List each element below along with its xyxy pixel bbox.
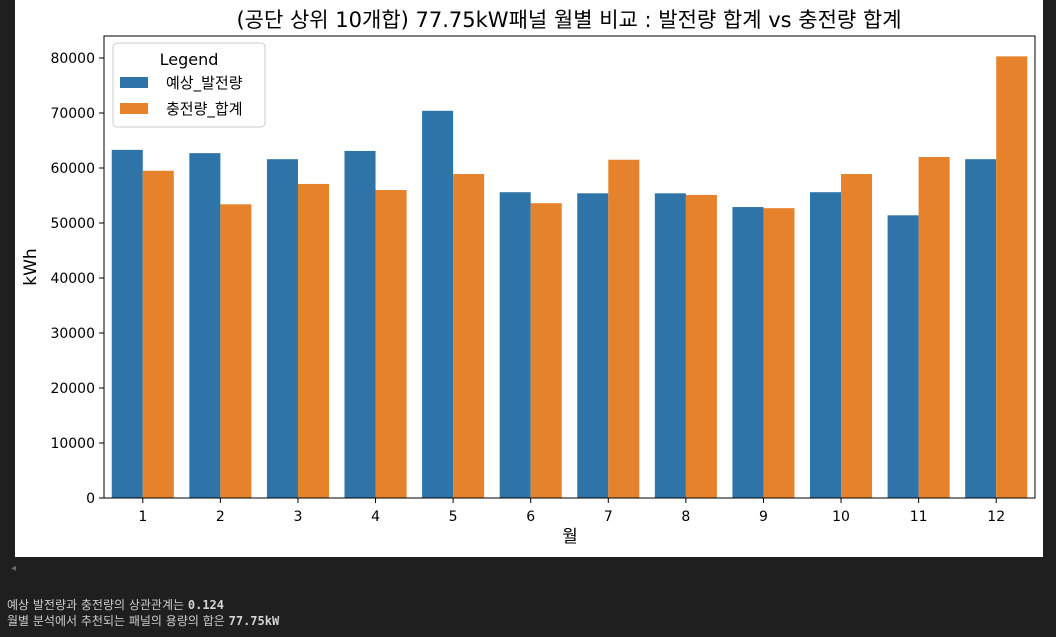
y-tick-label: 30000 <box>50 326 95 342</box>
bar-series1-cat-10 <box>810 192 842 498</box>
legend-box <box>112 42 266 128</box>
legend-title: Legend <box>160 50 219 69</box>
legend-label: 예상_발전량 <box>166 74 243 93</box>
bar-series2-cat-7 <box>608 159 640 498</box>
y-tick-label: 40000 <box>50 271 95 287</box>
output-line-correlation-text: 예상 발전량과 충전량의 상관관계는 <box>7 598 185 612</box>
bar-series1-cat-6 <box>499 192 531 498</box>
y-tick-label: 70000 <box>50 106 95 122</box>
bar-chart: (공단 상위 10개합) 77.75kW패널 월별 비교 : 발전량 합계 vs… <box>21 8 1036 547</box>
legend-swatch <box>120 103 148 114</box>
bar-series1-cat-5 <box>422 110 454 499</box>
x-axis-label: 월 <box>562 527 578 547</box>
output-line-correlation: 예상 발전량과 충전량의 상관관계는 0.124 <box>7 597 279 613</box>
x-tick-label: 7 <box>604 509 613 525</box>
bar-series1-cat-1 <box>111 149 143 498</box>
bar-series1-cat-4 <box>344 150 376 498</box>
bar-series1-cat-8 <box>654 193 686 499</box>
bar-series2-cat-2 <box>220 204 252 499</box>
y-axis-label: kWh <box>21 248 41 285</box>
x-tick-label: 2 <box>216 509 225 525</box>
bar-series2-cat-10 <box>841 174 873 499</box>
bar-series1-cat-2 <box>189 153 221 498</box>
bar-series2-cat-4 <box>375 190 407 498</box>
bar-series1-cat-9 <box>732 207 764 499</box>
x-tick-label: 11 <box>910 509 928 525</box>
bar-series2-cat-9 <box>763 208 795 498</box>
y-tick-label: 80000 <box>50 51 95 67</box>
bar-series1-cat-11 <box>887 215 919 499</box>
chart-panel: (공단 상위 10개합) 77.75kW패널 월별 비교 : 발전량 합계 vs… <box>15 0 1043 557</box>
scroll-left-arrow[interactable]: ◂ <box>11 563 17 574</box>
y-tick-label: 50000 <box>50 216 95 232</box>
bar-series1-cat-12 <box>965 159 997 498</box>
bar-series2-cat-5 <box>453 174 485 499</box>
x-tick-label: 12 <box>987 509 1005 525</box>
chart-title: (공단 상위 10개합) 77.75kW패널 월별 비교 : 발전량 합계 vs… <box>236 8 901 32</box>
x-tick-label: 5 <box>449 509 458 525</box>
y-tick-label: 60000 <box>50 161 95 177</box>
plot-frame <box>103 35 1036 499</box>
bar-series2-cat-6 <box>530 203 562 498</box>
bar-series1-cat-7 <box>577 193 609 499</box>
y-tick-label: 20000 <box>50 381 95 397</box>
bar-series2-cat-11 <box>918 157 950 498</box>
x-tick-label: 4 <box>371 509 380 525</box>
bar-series2-cat-8 <box>685 194 717 498</box>
capacity-value: 77.75kW <box>228 614 280 628</box>
x-tick-label: 1 <box>138 509 147 525</box>
output-line-capacity: 월별 분석에서 추천되는 패널의 용량의 합은 77.75kW <box>7 613 279 629</box>
bar-series2-cat-1 <box>142 170 174 498</box>
output-line-capacity-text: 월별 분석에서 추천되는 패널의 용량의 합은 <box>7 614 225 628</box>
bar-series2-cat-3 <box>297 183 329 498</box>
y-tick-label: 10000 <box>50 436 95 452</box>
x-tick-label: 9 <box>759 509 768 525</box>
x-tick-label: 10 <box>832 509 850 525</box>
legend-label: 충전량_합계 <box>166 100 243 119</box>
correlation-value: 0.124 <box>187 598 224 612</box>
y-tick-label: 0 <box>86 491 95 507</box>
x-tick-label: 8 <box>681 509 690 525</box>
cell-output: 예상 발전량과 충전량의 상관관계는 0.124 월별 분석에서 추천되는 패널… <box>7 597 279 629</box>
legend-swatch <box>120 77 148 88</box>
x-tick-label: 3 <box>293 509 302 525</box>
x-tick-label: 6 <box>526 509 535 525</box>
bar-series2-cat-12 <box>996 56 1028 498</box>
bar-series1-cat-3 <box>266 159 298 498</box>
